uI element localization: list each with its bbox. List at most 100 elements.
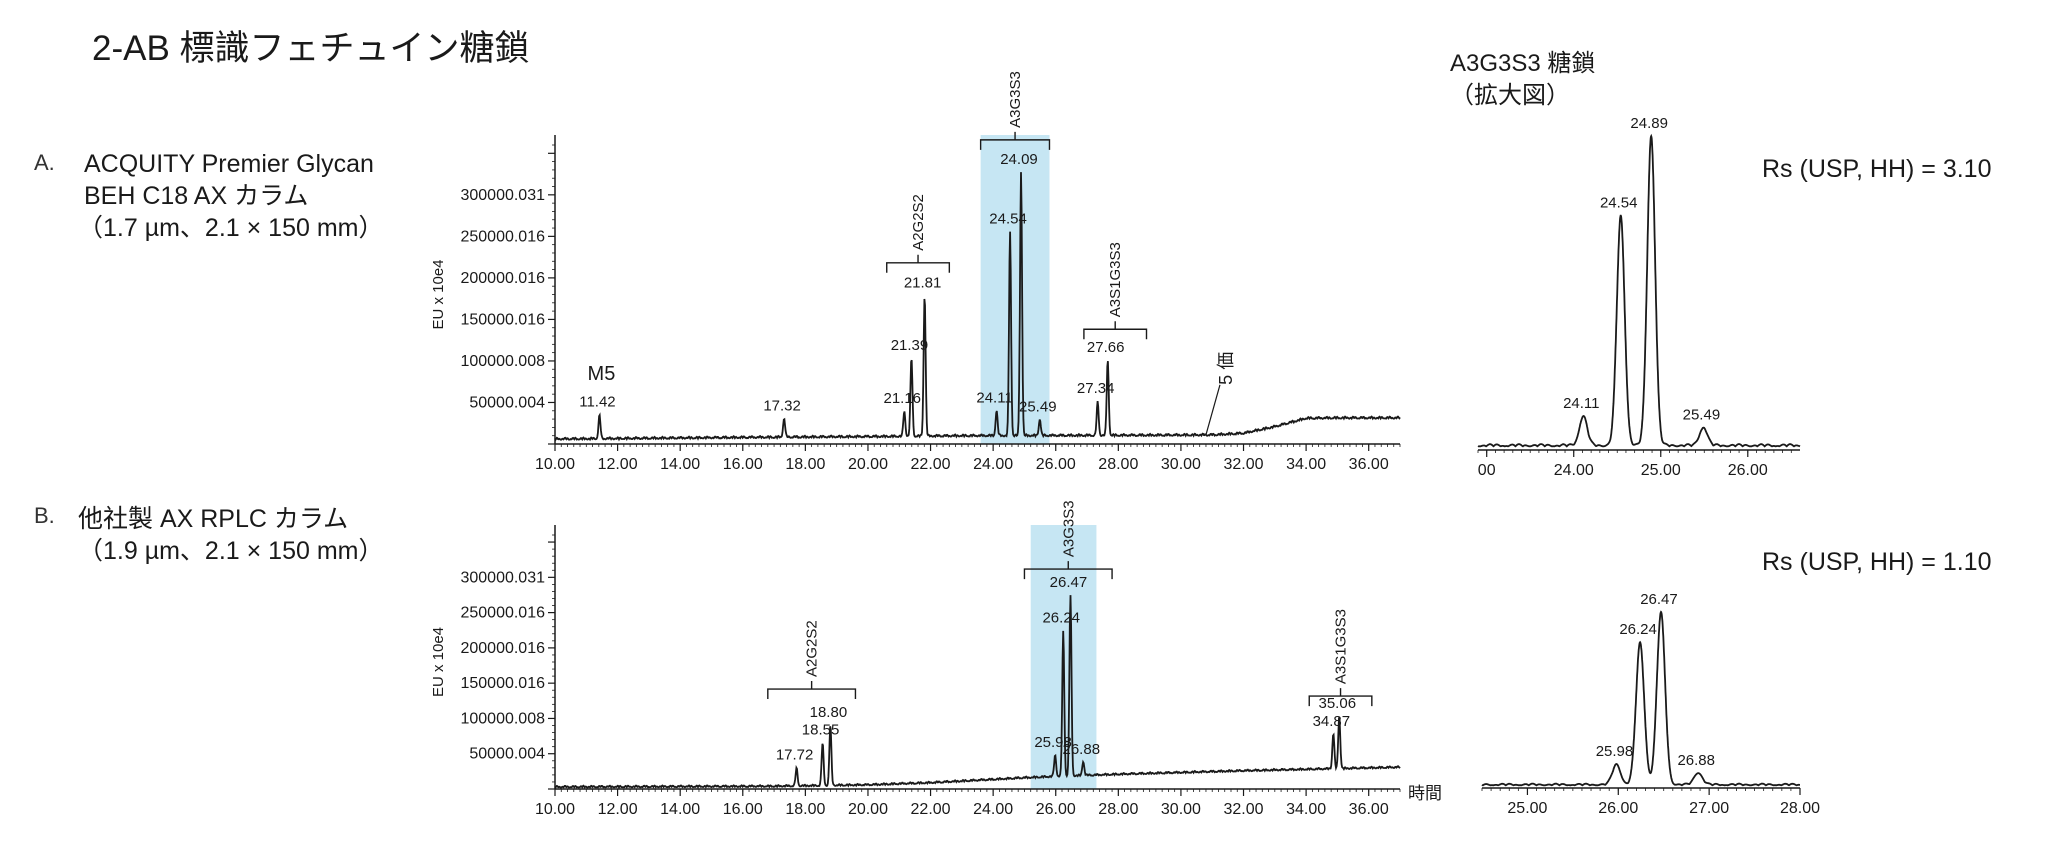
peak-label: 26.47 [1640, 591, 1678, 608]
x-tick-label: 16.00 [723, 801, 763, 818]
glycan-bracket [1023, 561, 1113, 580]
x-tick-label: 25.00 [1507, 800, 1547, 817]
x-tick-label: 10.00 [535, 801, 575, 818]
y-tick-label: 300000.031 [460, 569, 545, 586]
x-tick-label: 12.00 [598, 801, 638, 818]
x-tick-label: 36.00 [1349, 801, 1389, 818]
glycan-label: A2G2S2 [910, 194, 927, 251]
x-tick-label: 24.00 [973, 456, 1013, 473]
chart-panel-b-zoom: 25.00 26.00 27.00 28.00 25.98 26.24 26.47 26.88 [1481, 591, 1820, 817]
x-tick-label: 26.00 [1728, 462, 1768, 479]
y-tick-label: 100000.008 [460, 353, 545, 370]
y-tick-label: 200000.016 [460, 640, 545, 657]
chart-panel-b: 10.00 12.00 14.00 16.00 18.00 20.00 22.00 24.00… [430, 500, 1442, 818]
chart-panel-a: 10.00 12.00 14.00 16.00 18.00 20.00 22.00 24.00… [430, 71, 1401, 473]
zoom-title-line-2: （拡大図） [1450, 82, 1570, 109]
x-tick-label: 20.00 [848, 801, 888, 818]
section-a-letter: A. [34, 150, 55, 175]
a3g3s3-highlight-band [980, 135, 1050, 444]
page-title: 2-AB 標識フェチュイン糖鎖 [92, 29, 530, 68]
x-tick-label: 26.00 [1036, 801, 1076, 818]
peak-label: 18.55 [802, 722, 840, 739]
x-tick-label: 34.00 [1286, 456, 1326, 473]
peak-label: 21.16 [883, 390, 921, 407]
annotation-pentavalent: 5 価 [1216, 352, 1236, 385]
peak-label: 21.81 [904, 275, 942, 292]
y-tick-label: 250000.016 [460, 228, 545, 245]
x-tick-label: 18.00 [785, 801, 825, 818]
section-b-column-line-2: （1.9 µm、2.1 × 150 mm） [78, 537, 384, 565]
x-tick-label: 32.00 [1223, 456, 1263, 473]
x-tick-label: 26.00 [1598, 800, 1638, 817]
annotation-m5: M5 [588, 363, 616, 385]
y-tick-label: 100000.008 [460, 710, 545, 727]
chromatogram-trace [554, 595, 1401, 790]
section-a-column-line-3: （1.7 µm、2.1 × 150 mm） [78, 214, 384, 242]
x-tick-label: 24.00 [1554, 462, 1594, 479]
y-tick-label: 200000.016 [460, 270, 545, 287]
y-axis-label: EU x 10e4 [430, 259, 447, 329]
x-tick-label: 28.00 [1098, 456, 1138, 473]
x-tick-label: 22.00 [911, 801, 951, 818]
x-tick-label: 14.00 [660, 801, 700, 818]
y-tick-label: 150000.016 [460, 675, 545, 692]
x-tick-label: 34.00 [1286, 801, 1326, 818]
x-tick-label: 32.00 [1223, 801, 1263, 818]
peak-label: 24.54 [989, 210, 1027, 227]
peak-label: 24.09 [1000, 151, 1038, 168]
section-b-column-line-1: 他社製 AX RPLC カラム [78, 505, 349, 533]
x-tick-label: 18.00 [785, 456, 825, 473]
x-tick-label: 30.00 [1161, 456, 1201, 473]
rs-label-b: Rs (USP, HH) = 1.10 [1762, 548, 1992, 576]
x-tick-label: 12.00 [598, 456, 638, 473]
x-tick-label: 10.00 [535, 456, 575, 473]
peak-label: 26.24 [1042, 610, 1080, 627]
glycan-bracket [1083, 321, 1148, 340]
peak-label: 18.80 [810, 704, 848, 721]
chromatogram-trace [1481, 610, 1800, 787]
peak-label: 27.34 [1077, 380, 1115, 397]
peak-label: 35.06 [1319, 695, 1357, 712]
peak-label: 26.88 [1677, 752, 1715, 769]
peak-label: 11.42 [579, 393, 615, 410]
x-tick-label: 00 [1478, 462, 1496, 479]
x-tick-label: 27.00 [1689, 800, 1729, 817]
peak-label: 26.24 [1619, 621, 1657, 638]
peak-label: 17.72 [776, 746, 814, 763]
x-tick-label: 14.00 [660, 456, 700, 473]
zoom-title: A3G3S3 糖鎖 （拡大図） [1450, 48, 1595, 112]
y-tick-label: 250000.016 [460, 605, 545, 622]
x-tick-label: 20.00 [848, 456, 888, 473]
glycan-label: A3S1G3S3 [1333, 609, 1350, 684]
x-tick-label: 25.00 [1641, 462, 1681, 479]
x-tick-label: 16.00 [723, 456, 763, 473]
glycan-label: A3G3S3 [1007, 71, 1024, 128]
glycan-bracket [886, 254, 951, 273]
chromatogram-trace [1477, 133, 1801, 448]
glycan-bracket [979, 131, 1051, 150]
x-tick-label: 26.00 [1036, 456, 1076, 473]
x-axis-label: 時間 [1408, 784, 1442, 803]
y-tick-label: 150000.016 [460, 311, 545, 328]
peak-label: 34.87 [1313, 713, 1351, 730]
glycan-label: A3G3S3 [1060, 500, 1077, 557]
x-tick-label: 30.00 [1161, 801, 1201, 818]
y-axis-label: EU x 10e4 [430, 627, 447, 697]
glycan-bracket [767, 681, 857, 700]
x-tick-label: 36.00 [1349, 456, 1389, 473]
section-a-column-line-2: BEH C18 AX カラム [84, 182, 309, 210]
zoom-title-line-1: A3G3S3 糖鎖 [1450, 50, 1596, 77]
x-tick-label: 22.00 [911, 456, 951, 473]
peak-label: 26.47 [1050, 574, 1088, 591]
peak-label: 24.11 [1563, 395, 1599, 412]
peak-label: 21.39 [891, 337, 929, 354]
peak-label: 24.11 [976, 390, 1012, 407]
y-tick-label: 50000.004 [469, 746, 545, 763]
peak-label: 25.98 [1034, 734, 1072, 751]
glycan-bracket [1308, 688, 1373, 707]
peak-label: 24.89 [1630, 115, 1668, 132]
section-b-letter: B. [34, 503, 55, 528]
peak-label: 25.49 [1683, 407, 1721, 424]
peak-label: 17.32 [763, 398, 801, 415]
